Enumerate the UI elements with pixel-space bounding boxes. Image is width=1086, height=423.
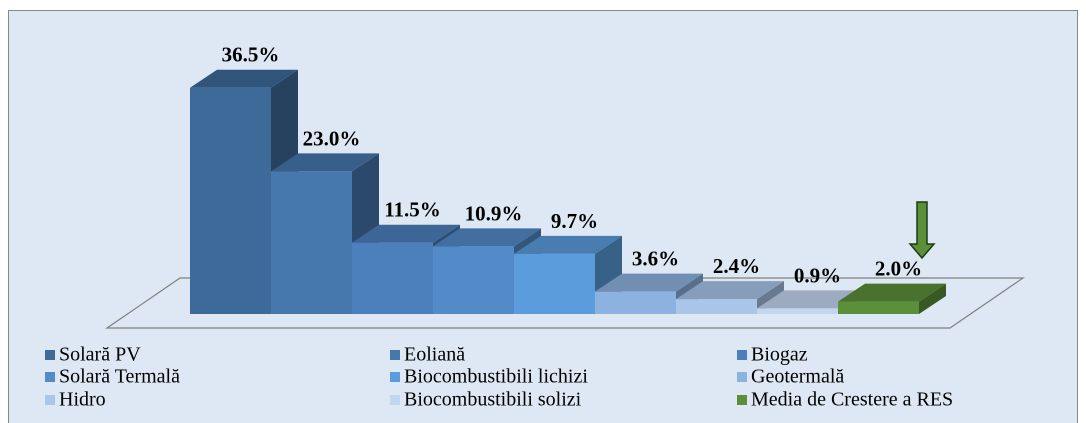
legend-swatch	[45, 350, 55, 360]
legend-swatch	[390, 350, 400, 360]
legend-swatch	[737, 395, 747, 405]
legend-swatch	[737, 372, 747, 382]
bar	[271, 171, 352, 314]
bar-top	[271, 153, 379, 172]
bar	[676, 299, 757, 314]
legend-swatch	[45, 395, 55, 405]
legend-swatch	[390, 372, 400, 382]
bar	[838, 301, 919, 314]
data-label: 2.0%	[875, 257, 922, 281]
bar-side	[919, 283, 946, 314]
legend: Solară PV Eoliană Biogaz Solară Termală Bioc…	[45, 344, 953, 411]
bar-top	[352, 224, 460, 243]
data-label: 2.4%	[713, 254, 760, 278]
chart-area	[8, 10, 1078, 423]
arrow	[908, 201, 936, 260]
legend-label: Biogaz	[751, 344, 808, 366]
legend-label: Solară Termală	[59, 366, 180, 388]
floor	[105, 277, 1025, 329]
legend-label: Eoliană	[404, 344, 465, 366]
data-label: 36.5%	[222, 43, 280, 67]
bars: 36.5% 23.0% 11.5% 10.9% 9.7% 3.6% 2.4% 0.9% 2.0%	[190, 43, 946, 314]
legend-swatch	[737, 350, 747, 360]
bar-top	[838, 283, 946, 302]
legend-swatch	[390, 395, 400, 405]
legend-label: Hidro	[59, 389, 106, 411]
bar	[514, 253, 595, 314]
legend-label: Media de Crestere a RES	[751, 389, 953, 411]
data-label: 10.9%	[465, 201, 523, 225]
data-label: 11.5%	[384, 198, 441, 222]
data-label: 3.6%	[632, 247, 679, 271]
bar-top	[514, 235, 622, 254]
bar	[433, 246, 514, 314]
legend-swatch	[45, 372, 55, 382]
data-label: 23.0%	[303, 126, 361, 150]
legend-label: Biocombustibili solizi	[404, 389, 582, 411]
bar-top	[190, 69, 298, 88]
bar	[352, 242, 433, 314]
bar-top	[676, 281, 784, 300]
data-label: 9.7%	[551, 209, 598, 233]
legend-label: Biocombustibili lichizi	[404, 366, 588, 388]
bar	[595, 291, 676, 314]
legend-label: Solară PV	[59, 344, 141, 366]
bar	[190, 87, 271, 314]
bar-top	[595, 273, 703, 292]
legend-label: Geotermală	[751, 366, 844, 388]
bar	[757, 308, 838, 314]
bar-top	[433, 228, 541, 247]
data-label: 0.9%	[794, 263, 841, 287]
